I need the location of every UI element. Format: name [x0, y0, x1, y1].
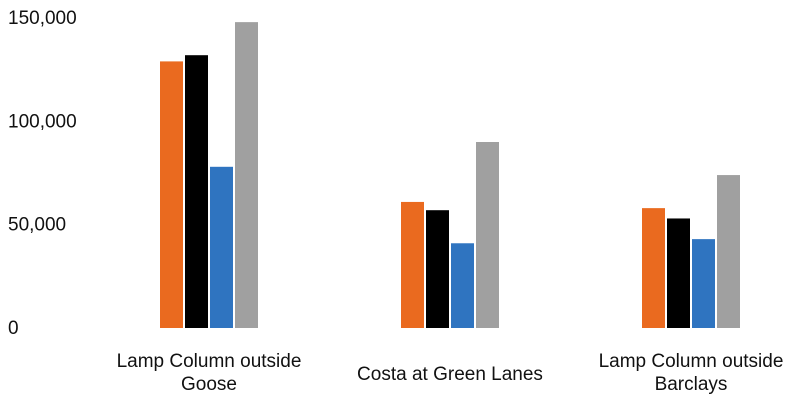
x-category-label: Costa at Green Lanes	[357, 364, 543, 385]
y-tick-label: 100,000	[8, 111, 77, 132]
bar-series-4-category-2	[476, 142, 499, 328]
x-category-label-line: Costa at Green Lanes	[357, 364, 543, 385]
bar-series-2-category-2	[426, 210, 449, 328]
bar-series-1-category-2	[401, 201, 424, 328]
bar-series-1-category-1	[160, 61, 183, 329]
bar-series-3-category-1	[210, 166, 233, 328]
y-tick-label: 0	[8, 318, 19, 339]
x-category-label-line: Barclays	[655, 374, 728, 395]
x-category-label: Lamp Column outside Barclays	[599, 351, 784, 395]
x-category-label-line: Goose	[181, 374, 237, 395]
x-category-label-line: Lamp Column outside	[599, 351, 784, 372]
x-category-label: Lamp Column outside Goose	[117, 351, 302, 395]
bar-series-1-category-3	[642, 208, 665, 328]
bar-series-3-category-3	[692, 239, 715, 328]
x-category-label-line: Lamp Column outside	[117, 351, 302, 372]
bars	[160, 22, 740, 329]
bar-series-2-category-1	[185, 55, 208, 328]
bar-series-2-category-3	[667, 218, 690, 328]
bar-series-3-category-2	[451, 243, 474, 328]
y-tick-label: 50,000	[8, 215, 66, 236]
bar-series-4-category-3	[717, 175, 740, 328]
y-axis-ticks: 0 50,000 100,000 150,000	[8, 8, 77, 339]
y-tick-label: 150,000	[8, 8, 77, 29]
bar-series-4-category-1	[235, 22, 258, 329]
x-axis-categories: Lamp Column outside Goose Costa at Green L…	[117, 351, 784, 395]
